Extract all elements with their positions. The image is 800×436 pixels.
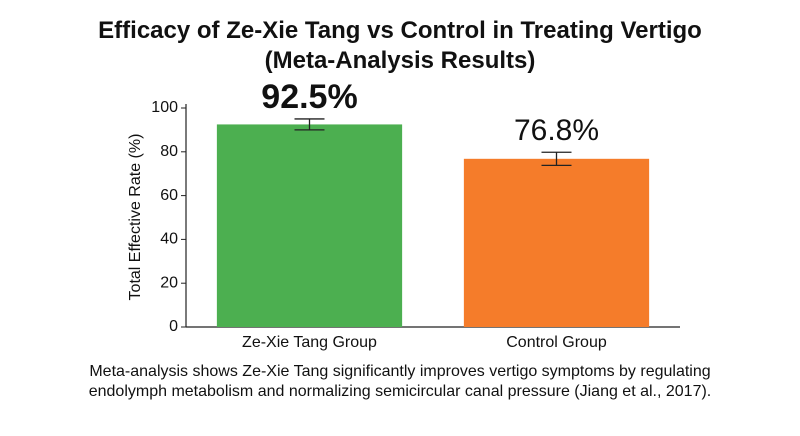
y-tick-label: 40 <box>160 231 178 248</box>
y-axis-label: Total Effective Rate (%) <box>127 134 144 301</box>
bar <box>463 158 650 327</box>
value-label: 92.5% <box>261 78 357 116</box>
error-bar <box>541 151 572 167</box>
y-tick-label: 0 <box>169 318 178 335</box>
caption: Meta-analysis shows Ze-Xie Tang signific… <box>88 363 712 400</box>
value-label: 76.8% <box>514 114 599 147</box>
bar <box>216 124 403 327</box>
x-tick-label: Control Group <box>506 334 607 351</box>
chart-title: Efficacy of Ze-Xie Tang vs Control in Tr… <box>98 17 702 74</box>
x-tick-label: Ze-Xie Tang Group <box>242 334 377 351</box>
error-bar <box>294 118 325 131</box>
y-tick-label: 20 <box>160 274 178 291</box>
y-tick-label: 60 <box>160 187 178 204</box>
y-tick-label: 80 <box>160 143 178 160</box>
y-tick-label: 100 <box>151 99 178 116</box>
